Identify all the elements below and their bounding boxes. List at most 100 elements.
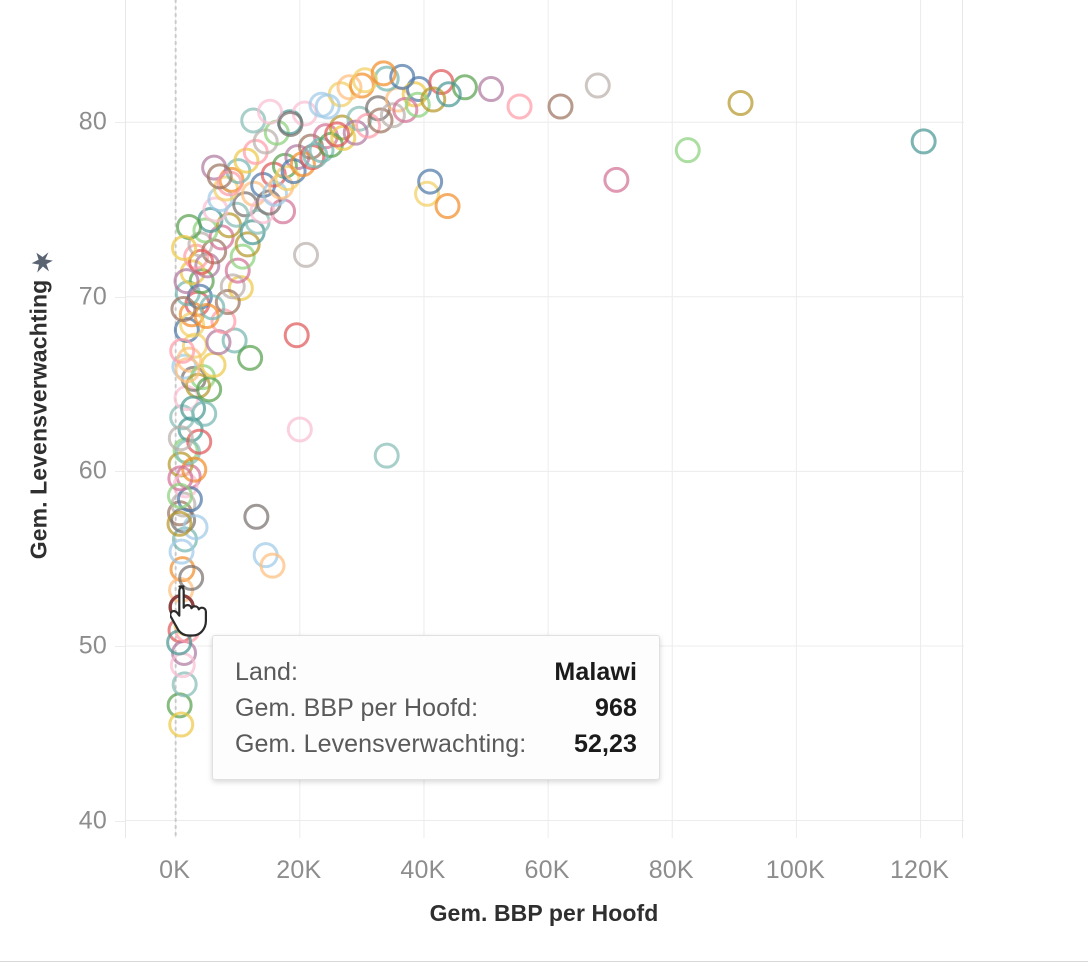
tooltip-row-gdp: Gem. BBP per Hoofd: 968 — [235, 694, 637, 723]
data-point-mark[interactable] — [167, 465, 194, 492]
data-point-mark[interactable] — [379, 102, 406, 129]
data-point-mark[interactable] — [302, 142, 329, 169]
x-axis-tick-label: 100K — [765, 856, 825, 884]
data-point-mark[interactable] — [293, 241, 320, 268]
y-axis-tick-mark — [115, 645, 125, 647]
data-point-mark[interactable] — [188, 248, 215, 275]
data-point-mark[interactable] — [166, 510, 193, 537]
data-point-mark[interactable] — [420, 86, 447, 113]
data-point-mark[interactable] — [674, 137, 701, 164]
data-point-mark[interactable] — [910, 128, 937, 155]
highlighted-data-point-mark[interactable] — [168, 593, 195, 621]
data-point-mark[interactable] — [259, 552, 286, 579]
data-point-mark[interactable] — [286, 416, 313, 443]
data-point-mark[interactable] — [348, 72, 375, 99]
data-point-mark[interactable] — [451, 74, 478, 101]
data-point-mark[interactable] — [257, 98, 284, 125]
y-axis-tick-label: 50 — [78, 631, 107, 660]
data-point-mark[interactable] — [477, 76, 504, 103]
data-point-mark[interactable] — [392, 96, 419, 123]
data-point-mark[interactable] — [603, 166, 630, 193]
x-axis-tick-label: 0K — [159, 856, 191, 884]
data-point-mark[interactable] — [176, 213, 203, 240]
data-point-mark[interactable] — [199, 294, 226, 321]
data-point-mark[interactable] — [367, 107, 394, 134]
data-point-mark[interactable] — [261, 180, 288, 207]
data-point-mark[interactable] — [243, 503, 270, 530]
data-point-mark[interactable] — [434, 193, 461, 220]
data-point-mark[interactable] — [176, 346, 203, 373]
tooltip-row-life-expectancy: Gem. Levensverwachting: 52,23 — [235, 730, 637, 759]
data-point-mark[interactable] — [182, 514, 209, 541]
data-point-mark[interactable] — [435, 81, 462, 108]
data-point-mark[interactable] — [277, 110, 304, 137]
y-axis-tick-label: 40 — [78, 806, 107, 835]
data-point-mark[interactable] — [414, 180, 441, 207]
data-point-mark[interactable] — [274, 165, 301, 192]
y-axis-tick-label: 80 — [78, 107, 107, 136]
y-axis-tick-mark — [115, 820, 125, 822]
data-point-mark[interactable] — [229, 243, 256, 270]
data-point-mark[interactable] — [221, 327, 248, 354]
data-point-mark[interactable] — [727, 90, 754, 117]
data-point-mark[interactable] — [336, 74, 363, 101]
data-point-mark[interactable] — [169, 337, 196, 364]
y-axis-tick-mark — [115, 296, 125, 298]
data-point-mark[interactable] — [373, 442, 400, 469]
data-point-mark[interactable] — [168, 711, 195, 738]
tooltip-gdp-label: Gem. BBP per Hoofd: — [235, 694, 479, 722]
y-axis-tick-label: 60 — [78, 456, 107, 485]
data-point-mark[interactable] — [233, 147, 260, 174]
tooltip-gdp-value: 968 — [594, 694, 637, 722]
data-point-mark[interactable] — [214, 289, 241, 316]
data-point-mark[interactable] — [171, 234, 198, 261]
data-point-mark[interactable] — [342, 119, 369, 146]
data-point-mark[interactable] — [170, 296, 197, 323]
data-point-mark[interactable] — [168, 538, 195, 565]
y-axis-tick-label: 70 — [78, 282, 107, 311]
tooltip-life-value: 52,23 — [573, 730, 637, 758]
pin-icon — [28, 248, 58, 278]
data-point-mark[interactable] — [506, 93, 533, 120]
data-point-mark[interactable] — [547, 93, 574, 120]
data-point-mark[interactable] — [355, 112, 382, 139]
data-point-mark[interactable] — [283, 322, 310, 349]
data-point-mark[interactable] — [166, 482, 193, 509]
data-point-mark[interactable] — [314, 93, 341, 120]
y-axis-tick-mark — [115, 471, 125, 473]
data-point-mark[interactable] — [186, 428, 213, 455]
data-point-mark[interactable] — [237, 344, 264, 371]
x-axis-tick-label: 120K — [889, 856, 950, 884]
data-point-tooltip[interactable]: Land: Malawi Gem. BBP per Hoofd: 968 Gem… — [212, 635, 660, 780]
data-point-mark[interactable] — [179, 311, 206, 338]
data-point-mark[interactable] — [417, 168, 444, 195]
data-point-mark[interactable] — [174, 357, 201, 384]
data-point-mark[interactable] — [188, 268, 215, 295]
data-point-mark[interactable] — [169, 556, 196, 583]
data-point-mark[interactable] — [234, 231, 261, 258]
data-point-mark[interactable] — [191, 400, 218, 427]
x-axis-tick-label: 20K — [276, 856, 322, 884]
data-point-mark[interactable] — [351, 67, 378, 94]
data-point-mark[interactable] — [389, 63, 416, 90]
data-point-mark[interactable] — [205, 329, 232, 356]
data-point-mark[interactable] — [324, 121, 351, 148]
x-axis-tick-label: 80K — [648, 856, 694, 884]
data-point-mark[interactable] — [181, 456, 208, 483]
x-axis-title[interactable]: Gem. BBP per Hoofd — [429, 900, 659, 926]
data-point-mark[interactable] — [167, 425, 194, 452]
data-point-mark[interactable] — [404, 91, 431, 118]
data-point-mark[interactable] — [196, 376, 223, 403]
data-point-mark[interactable] — [584, 72, 611, 99]
bottom-divider — [0, 961, 1088, 962]
data-point-mark[interactable] — [370, 60, 397, 87]
y-axis-title[interactable]: Gem. Levensverwachting — [22, 0, 56, 838]
data-point-mark[interactable] — [224, 257, 251, 284]
data-point-mark[interactable] — [219, 273, 246, 300]
data-point-mark[interactable] — [171, 671, 198, 698]
y-axis-title-text: Gem. Levensverwachting — [25, 279, 52, 559]
y-axis-tick-mark — [115, 122, 125, 124]
data-point-mark[interactable] — [173, 268, 200, 295]
data-point-mark[interactable] — [206, 163, 233, 190]
